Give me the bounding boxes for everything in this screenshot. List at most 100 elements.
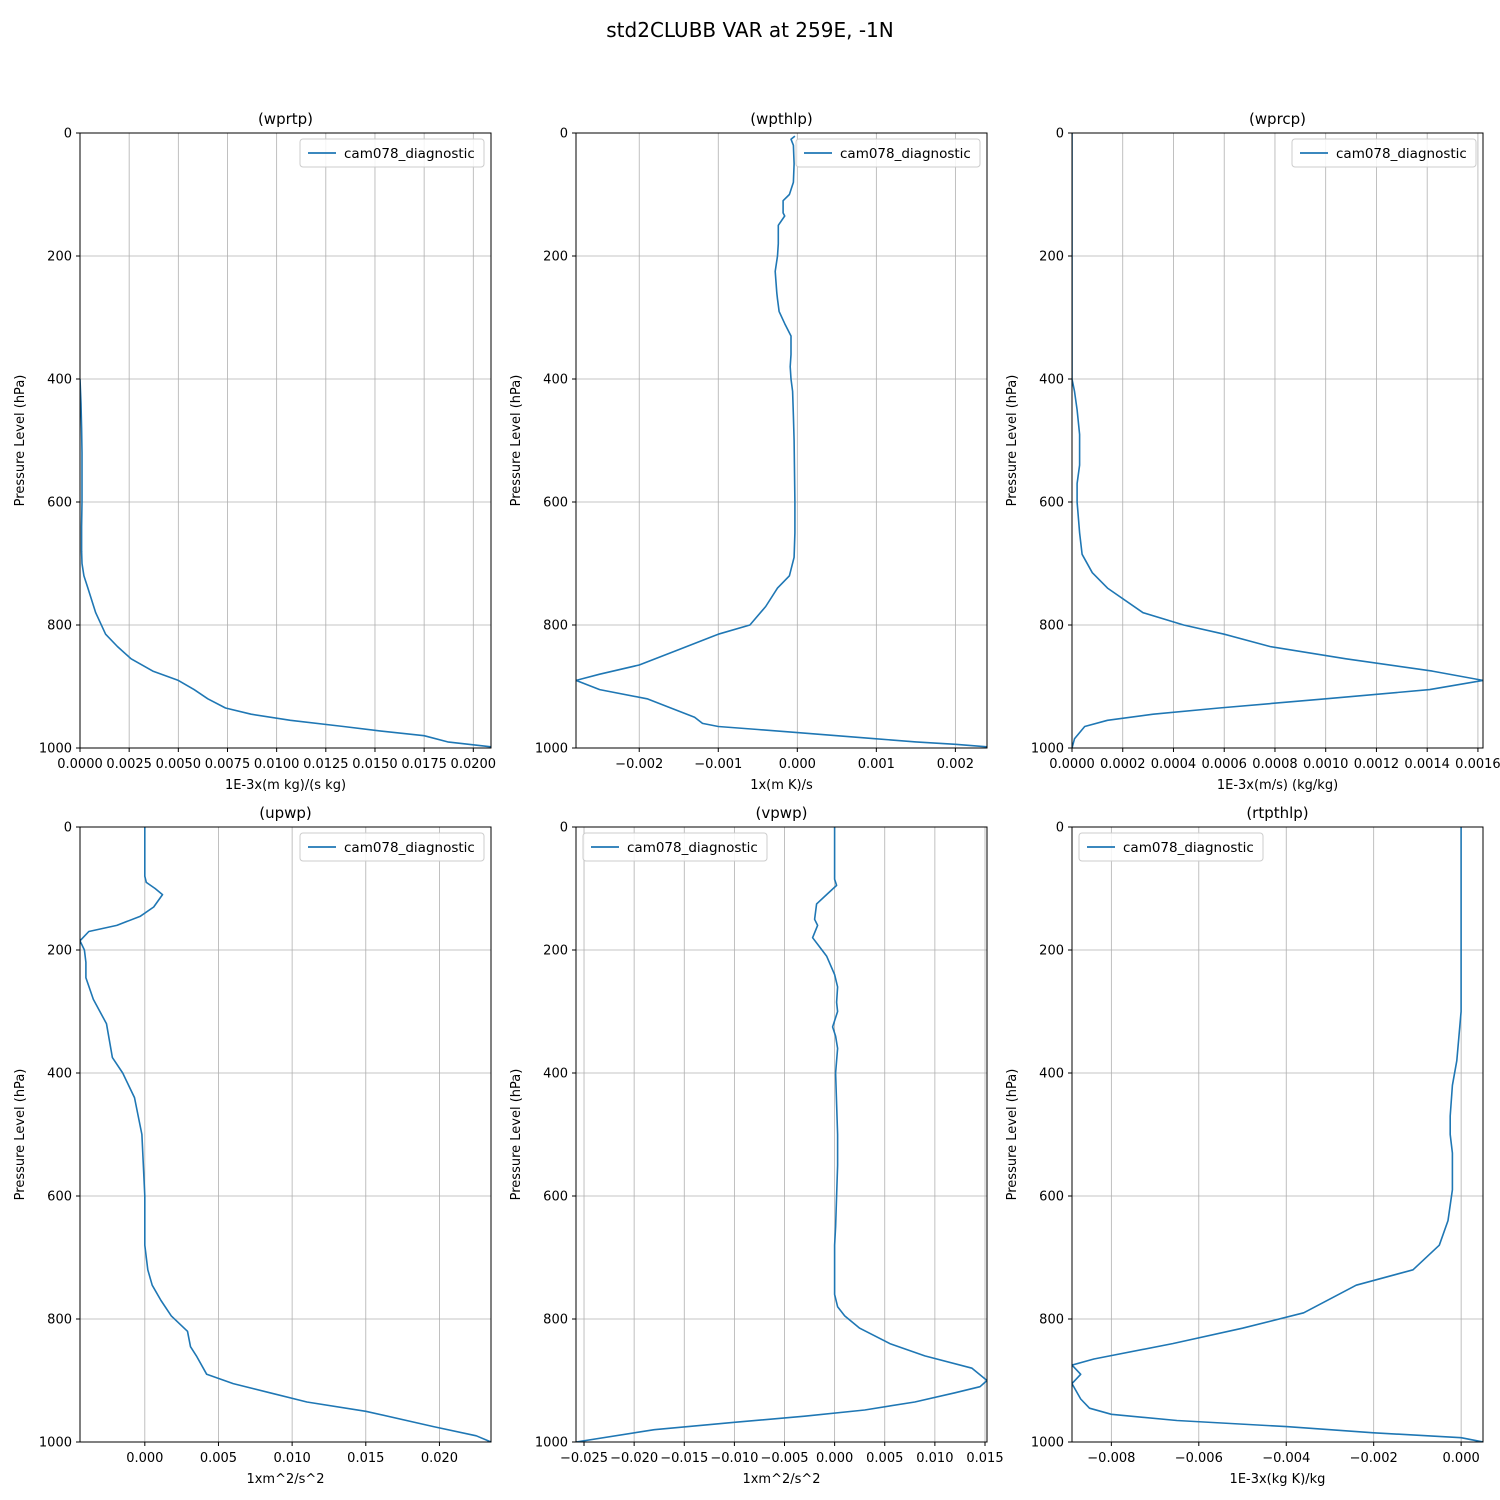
axes-frame — [79, 826, 492, 1443]
subplot-title: (wpthlp) — [750, 110, 813, 128]
y-tick-label: 400 — [47, 373, 72, 388]
x-tick-label: −0.015 — [660, 1451, 708, 1466]
series-line — [576, 135, 987, 748]
y-tick-label: 400 — [1039, 373, 1064, 388]
x-tick-label: −0.008 — [1087, 1451, 1135, 1466]
y-tick-label: 0 — [560, 821, 568, 836]
subplot-upwp: 0.000 0.005 0.010 0.015 0.020 0 200 400 600 800 10… — [13, 804, 492, 1487]
legend-box — [299, 138, 485, 168]
x-axis-label: 1E-3x(m/s) (kg/kg) — [1217, 778, 1338, 793]
x-tick-label: 0.0050 — [156, 757, 202, 772]
x-tick-label: 0.000 — [816, 1451, 853, 1466]
x-tick-label: 0.000 — [1443, 1451, 1480, 1466]
subplot-title: (upwp) — [259, 804, 312, 822]
y-tick-label: 200 — [543, 944, 568, 959]
x-tick-label: 0.000 — [126, 1451, 163, 1466]
x-tick-label: 0.0008 — [1252, 757, 1298, 772]
legend: cam078_diagnostic — [582, 832, 768, 862]
y-tick-label: 0 — [64, 127, 72, 142]
x-tick-label: −0.005 — [760, 1451, 808, 1466]
legend: cam078_diagnostic — [299, 138, 485, 168]
x-tick-label: 0.0012 — [1354, 757, 1400, 772]
subplot-title: (wprtp) — [258, 110, 313, 128]
series-line — [80, 378, 491, 748]
y-axis-label: Pressure Level (hPa) — [13, 375, 28, 507]
y-tick-label: 800 — [543, 619, 568, 634]
y-tick-label: 1000 — [1031, 742, 1064, 757]
y-tick-label: 800 — [1039, 619, 1064, 634]
figure-suptitle: std2CLUBB VAR at 259E, -1N — [606, 18, 893, 42]
subplot-wpthlp: −0.002 −0.001 0.000 0.001 0.002 0 200 400 600 800… — [509, 110, 988, 793]
y-tick-label: 600 — [1039, 496, 1064, 511]
y-tick-label: 200 — [47, 250, 72, 265]
y-tick-label: 400 — [543, 1067, 568, 1082]
legend-box — [1078, 832, 1264, 862]
y-tick-label: 200 — [543, 250, 568, 265]
x-tick-label: −0.002 — [615, 757, 663, 772]
y-tick-label: 600 — [543, 1190, 568, 1205]
y-tick-label: 400 — [47, 1067, 72, 1082]
series-line — [80, 827, 491, 1442]
x-tick-label: 0.0000 — [57, 757, 103, 772]
legend-box — [299, 832, 485, 862]
x-axis-label: 1xm^2/s^2 — [742, 1472, 820, 1487]
x-tick-label: 0.0200 — [451, 757, 497, 772]
x-tick-label: 0.010 — [916, 1451, 953, 1466]
subplot-vpwp: −0.025 −0.020 −0.015 −0.010 −0.005 0.000 0.005… — [509, 804, 1004, 1487]
subplot-wprcp: 0.0000 0.0002 0.0004 0.0006 0.0008 0.0010 0.00… — [1005, 110, 1500, 793]
legend: cam078_diagnostic — [1078, 832, 1264, 862]
y-tick-label: 600 — [47, 496, 72, 511]
x-tick-label: 0.015 — [347, 1451, 384, 1466]
subplot-rtpthlp: −0.008 −0.006 −0.004 −0.002 0.000 0 200 400 600 8… — [1005, 804, 1484, 1487]
y-axis-label: Pressure Level (hPa) — [509, 1069, 524, 1201]
x-tick-label: 0.0175 — [401, 757, 447, 772]
x-axis-label: 1x(m K)/s — [750, 778, 813, 793]
x-tick-label: 0.0016 — [1455, 757, 1500, 772]
x-tick-label: 0.001 — [858, 757, 895, 772]
y-tick-label: 400 — [1039, 1067, 1064, 1082]
x-tick-label: −0.004 — [1262, 1451, 1310, 1466]
y-tick-label: 800 — [543, 1313, 568, 1328]
y-axis-label: Pressure Level (hPa) — [1005, 1069, 1020, 1201]
axes-frame — [1071, 132, 1484, 749]
x-tick-label: 0.015 — [966, 1451, 1003, 1466]
legend-entry: cam078_diagnostic — [840, 146, 971, 162]
legend-entry: cam078_diagnostic — [627, 840, 758, 856]
y-tick-label: 800 — [1039, 1313, 1064, 1328]
axes-frame — [79, 132, 492, 749]
y-tick-label: 600 — [1039, 1190, 1064, 1205]
y-tick-label: 800 — [47, 619, 72, 634]
x-tick-label: 0.0125 — [303, 757, 349, 772]
y-tick-label: 200 — [47, 944, 72, 959]
y-tick-label: 1000 — [535, 742, 568, 757]
x-axis-label: 1E-3x(kg K)/kg — [1230, 1472, 1326, 1487]
x-axis-label: 1E-3x(m kg)/(s kg) — [225, 778, 346, 793]
y-tick-label: 1000 — [39, 1436, 72, 1451]
y-tick-label: 0 — [560, 127, 568, 142]
y-tick-label: 0 — [1056, 127, 1064, 142]
x-tick-label: −0.010 — [710, 1451, 758, 1466]
x-tick-label: −0.025 — [560, 1451, 608, 1466]
x-tick-label: 0.005 — [866, 1451, 903, 1466]
y-tick-label: 1000 — [39, 742, 72, 757]
axes-frame — [575, 132, 988, 749]
legend-entry: cam078_diagnostic — [1123, 840, 1254, 856]
x-tick-label: 0.0100 — [254, 757, 300, 772]
legend-box — [1291, 138, 1477, 168]
x-tick-label: 0.0014 — [1404, 757, 1450, 772]
x-tick-label: 0.0004 — [1151, 757, 1197, 772]
y-tick-label: 200 — [1039, 250, 1064, 265]
legend-box — [795, 138, 981, 168]
x-tick-label: 0.000 — [779, 757, 816, 772]
x-axis-label: 1xm^2/s^2 — [246, 1472, 324, 1487]
y-tick-label: 1000 — [535, 1436, 568, 1451]
subplot-title: (rtpthlp) — [1246, 804, 1308, 822]
y-tick-label: 0 — [1056, 821, 1064, 836]
x-tick-label: 0.020 — [421, 1451, 458, 1466]
subplot-title: (vpwp) — [756, 804, 808, 822]
y-axis-label: Pressure Level (hPa) — [509, 375, 524, 507]
x-tick-label: 0.0002 — [1100, 757, 1146, 772]
y-tick-label: 1000 — [1031, 1436, 1064, 1451]
y-tick-label: 0 — [64, 821, 72, 836]
x-tick-label: −0.020 — [610, 1451, 658, 1466]
